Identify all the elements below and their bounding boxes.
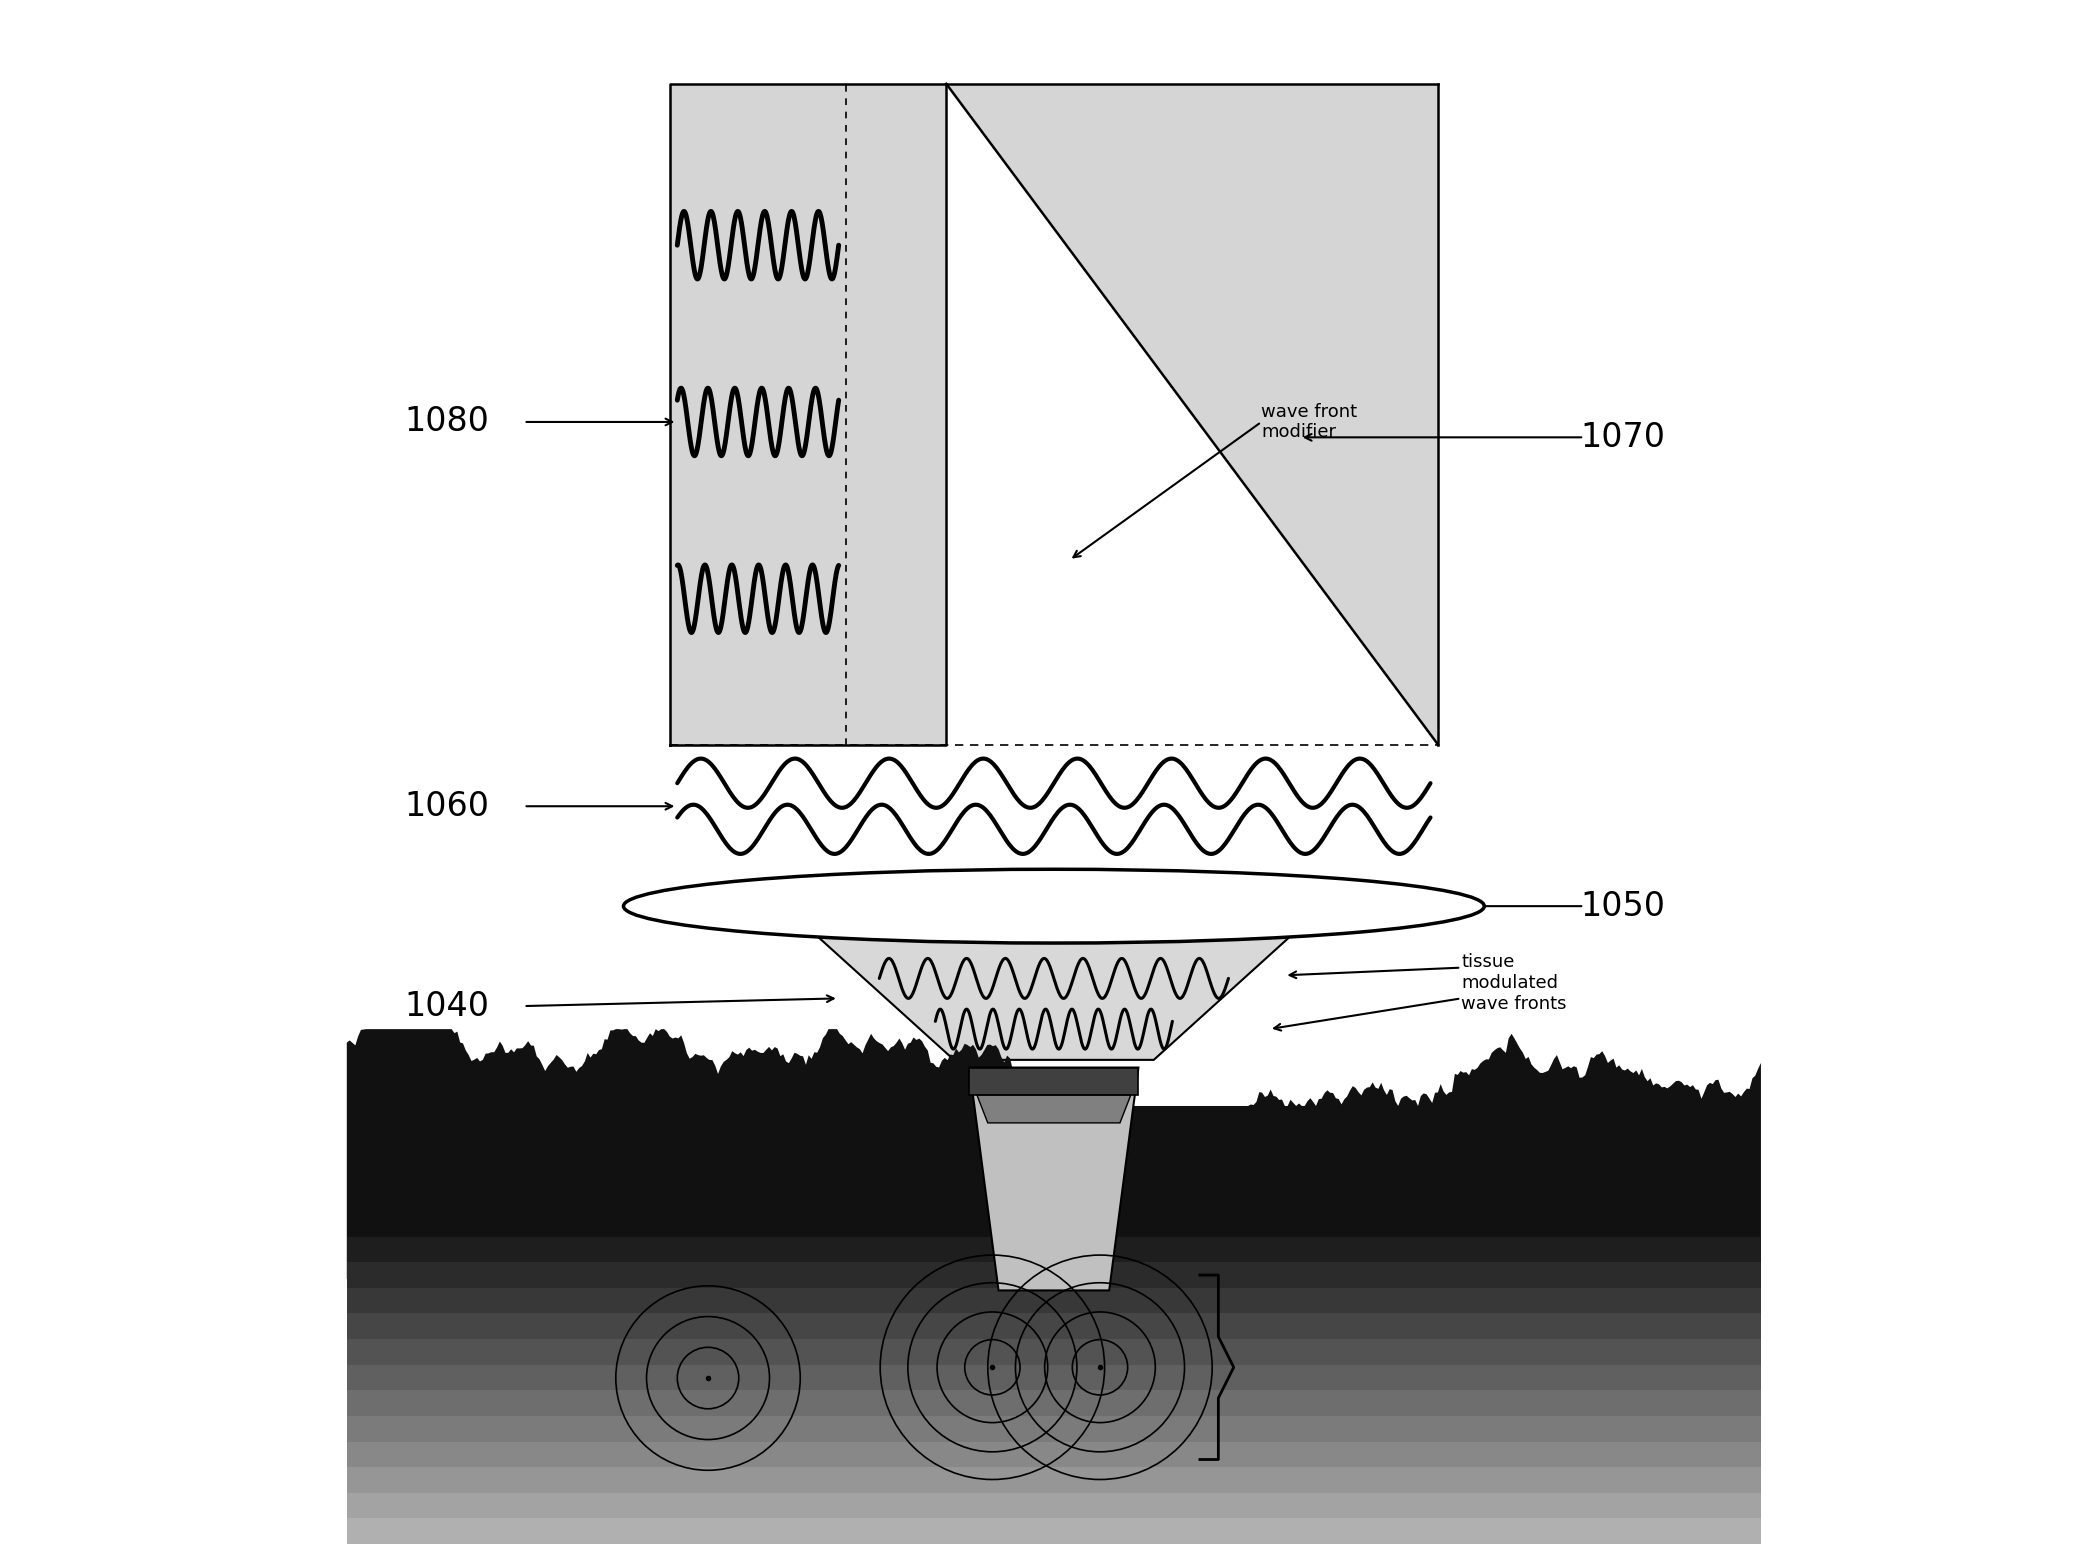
Text: wave fronts: wave fronts [1215, 1235, 1336, 1253]
Polygon shape [669, 84, 947, 744]
Polygon shape [793, 914, 1315, 1059]
Polygon shape [347, 1441, 1761, 1467]
Polygon shape [347, 1030, 1761, 1280]
Polygon shape [976, 1095, 1130, 1123]
Text: 1030: 1030 [405, 1182, 490, 1214]
Text: 1040: 1040 [405, 990, 490, 1022]
Polygon shape [347, 1339, 1761, 1365]
Polygon shape [347, 1236, 1761, 1263]
Polygon shape [347, 1314, 1761, 1339]
Polygon shape [347, 1416, 1761, 1441]
Polygon shape [347, 1365, 1761, 1390]
Text: 1060: 1060 [405, 789, 490, 822]
Text: wave front
modifier: wave front modifier [1261, 403, 1358, 442]
Polygon shape [947, 84, 1437, 744]
Text: sample volume: sample volume [1255, 1370, 1392, 1387]
Text: 1000: 1000 [1581, 1362, 1666, 1394]
Polygon shape [347, 1518, 1761, 1545]
Text: 1050: 1050 [1581, 890, 1666, 923]
Ellipse shape [623, 869, 1485, 943]
Polygon shape [347, 1467, 1761, 1492]
Text: 1070: 1070 [1581, 420, 1666, 454]
Text: multiple
back
scatter: multiple back scatter [557, 1348, 629, 1408]
Polygon shape [347, 1390, 1761, 1416]
Text: 1010: 1010 [1581, 1244, 1666, 1276]
Text: 1020: 1020 [405, 1362, 490, 1394]
Text: 1080: 1080 [405, 405, 490, 439]
Polygon shape [970, 1067, 1138, 1290]
Polygon shape [970, 1067, 1138, 1095]
Polygon shape [347, 1492, 1761, 1518]
Text: tissue
modulated
wave fronts: tissue modulated wave fronts [1462, 954, 1566, 1013]
Polygon shape [347, 1287, 1761, 1314]
Polygon shape [347, 1263, 1761, 1287]
